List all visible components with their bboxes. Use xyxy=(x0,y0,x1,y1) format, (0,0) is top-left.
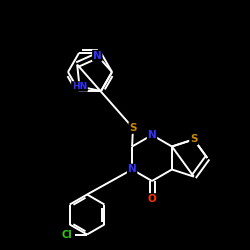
Text: N: N xyxy=(148,130,156,140)
Text: Cl: Cl xyxy=(62,230,72,239)
Text: HN: HN xyxy=(72,82,87,91)
Text: O: O xyxy=(148,194,156,204)
Text: S: S xyxy=(129,123,137,133)
Text: N: N xyxy=(93,51,102,61)
Text: N: N xyxy=(128,164,136,174)
Text: S: S xyxy=(190,134,198,144)
